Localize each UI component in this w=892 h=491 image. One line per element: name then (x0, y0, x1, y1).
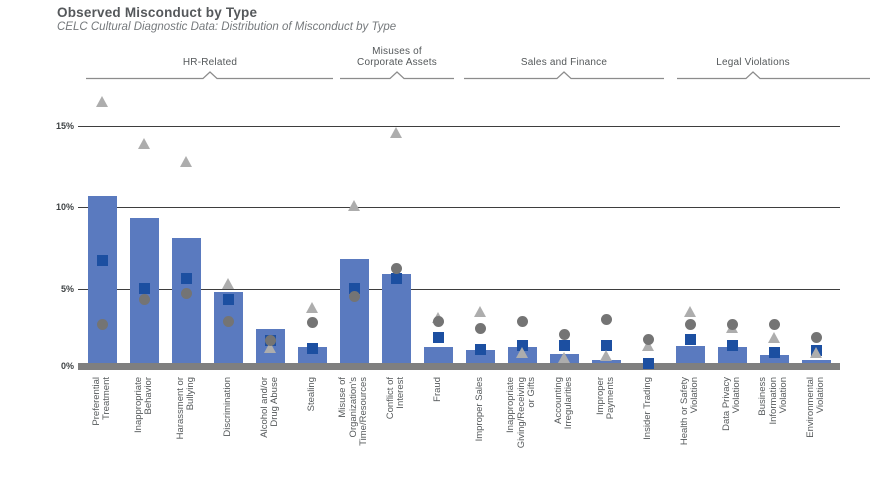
triangle-marker (95, 95, 108, 107)
square-marker (474, 344, 486, 356)
group-brace (464, 71, 664, 80)
circle-marker (390, 263, 402, 275)
circle-marker (96, 318, 108, 330)
bar (87, 195, 117, 370)
x-axis-label: Improper Payments (594, 377, 617, 420)
circle-marker (516, 315, 528, 327)
x-axis-label: Insider Trading (641, 377, 653, 440)
circle-marker (558, 328, 570, 340)
circle-marker (138, 294, 150, 306)
y-axis-tick-label: 10% (55, 202, 74, 212)
x-axis-label: Preferential Treatment (90, 377, 113, 426)
circle-marker (810, 331, 822, 343)
gridline (78, 125, 840, 127)
x-axis-label: Harassment or Bullying (174, 377, 197, 440)
square-marker (222, 294, 234, 306)
x-axis-baseline (78, 363, 840, 370)
triangle-marker (641, 340, 654, 352)
square-marker (390, 273, 402, 285)
y-axis-tick-label: 0% (60, 361, 74, 371)
x-axis-label: Inappropriate Giving/Receiving or Gifts (505, 377, 538, 449)
x-axis-label: Conflict of Interest (384, 377, 407, 420)
circle-marker (726, 318, 738, 330)
triangle-marker (683, 305, 696, 317)
bar (381, 273, 411, 370)
x-axis-label: Environmental Violation (804, 377, 827, 438)
group-label-sales-and-finance: Sales and Finance (520, 57, 608, 68)
x-axis-label: Stealing (305, 377, 317, 412)
square-marker (348, 283, 360, 294)
y-axis-tick-label: 5% (60, 283, 74, 294)
group-brace (340, 71, 454, 80)
circle-marker (474, 322, 486, 334)
square-marker (516, 340, 528, 352)
square-marker (138, 283, 150, 294)
square-marker (642, 358, 654, 369)
triangle-marker (179, 155, 192, 167)
bar (339, 259, 369, 370)
circle-marker (222, 315, 234, 327)
x-axis-label: Alcohol and/or Drug Abuse (258, 377, 281, 438)
triangle-marker (767, 331, 780, 343)
x-axis-label: Misuse of Organization's Time/Resources (337, 377, 370, 446)
group-braces (86, 71, 870, 80)
group-label-legal-violations: Legal Violations (716, 57, 790, 68)
circle-marker (768, 318, 780, 330)
square-marker (726, 340, 738, 352)
group-brace (677, 71, 870, 80)
bar (171, 238, 201, 370)
x-axis-label: Health or Safety Violation (678, 377, 701, 446)
gridline (78, 207, 840, 208)
x-axis-label: Discrimination (221, 377, 233, 437)
square-marker (684, 333, 696, 345)
square-marker (600, 340, 612, 352)
chart-subtitle: CELC Cultural Diagnostic Data: Distribut… (57, 21, 397, 33)
circle-marker (684, 318, 696, 330)
bar (129, 218, 159, 370)
square-marker (306, 343, 318, 355)
x-axis-label: Fraud (431, 377, 443, 402)
triangle-marker (389, 126, 402, 138)
chart-title: Observed Misconduct by Type (57, 5, 258, 20)
circle-marker (180, 287, 192, 299)
group-label-misuses-of-corporate-assets: Misuses of Corporate Assets (357, 46, 437, 68)
y-axis-tick-label: 15% (55, 120, 74, 131)
x-axis-label: Business Information Violation (757, 377, 790, 425)
triangle-marker (515, 346, 528, 358)
x-axis-label: Improper Sales (473, 377, 485, 442)
triangle-marker (263, 341, 276, 353)
x-axis-label: Data Privacy Violation (720, 377, 743, 431)
square-marker (558, 340, 570, 352)
triangle-marker (347, 199, 360, 211)
square-marker (180, 273, 192, 285)
circle-marker (600, 314, 612, 325)
circle-marker (306, 317, 318, 329)
x-axis-label: Accounting Irregularities (552, 377, 575, 430)
triangle-marker (557, 352, 570, 364)
square-marker (768, 346, 780, 358)
x-axis-label: Inappropriate Behavior (132, 377, 155, 433)
circle-marker (432, 316, 444, 328)
circle-marker (642, 333, 654, 345)
square-marker (432, 331, 444, 343)
square-marker (96, 255, 108, 267)
circle-marker (348, 291, 360, 303)
triangle-marker (137, 137, 150, 149)
group-brace (86, 71, 333, 80)
circle-marker (264, 335, 276, 347)
group-label-hr-related: HR-Related (182, 57, 238, 68)
triangle-marker (305, 301, 318, 313)
triangle-marker (221, 278, 234, 290)
gridline (78, 288, 840, 290)
triangle-marker (473, 305, 486, 317)
triangle-marker (599, 349, 612, 361)
triangle-marker (809, 346, 822, 358)
